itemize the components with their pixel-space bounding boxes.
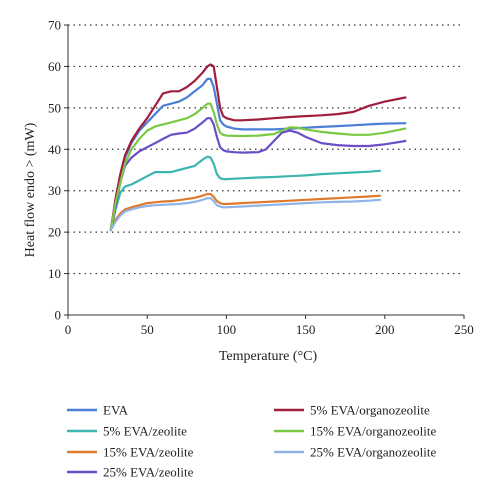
- legend-label-6: 15% EVA/organozeolite: [310, 424, 436, 439]
- legend-label-7: 25% EVA/organozeolite: [310, 445, 436, 460]
- x-tick-labels: 0 50 100 150 200 250: [65, 322, 474, 337]
- series-line-7: [109, 197, 382, 232]
- x-tick-label-3: 150: [296, 322, 316, 337]
- y-tick-label-0: 0: [55, 308, 62, 323]
- series-line-6: [109, 102, 407, 232]
- series-lines: [109, 63, 407, 232]
- x-tick-label-2: 100: [217, 322, 237, 337]
- x-tick-label-5: 250: [454, 322, 474, 337]
- y-tick-labels: 0 10 20 30 40 50 60 70: [48, 18, 61, 323]
- y-tick-label-3: 30: [48, 183, 61, 198]
- series-line-3: [109, 192, 382, 232]
- y-tick-label-1: 10: [48, 266, 61, 281]
- series-line-5: [109, 63, 407, 232]
- y-tick-label-4: 40: [48, 142, 61, 157]
- legend: EVA 5% EVA/zeolite 15% EVA/zeolite 25% EVA/…: [67, 403, 436, 480]
- y-tick-label-2: 20: [48, 225, 61, 240]
- legend-label-5: 5% EVA/organozeolite: [310, 403, 430, 418]
- y-tick-label-5: 50: [48, 100, 61, 115]
- y-tick-label-7: 70: [48, 18, 61, 33]
- x-tick-label-4: 200: [375, 322, 395, 337]
- gridlines: [68, 24, 464, 275]
- x-axis-title: Temperature (°C): [219, 349, 318, 364]
- y-axis-title: Heat flow endo > (mW): [23, 122, 38, 257]
- legend-label-4: 25% EVA/zeolite: [103, 465, 194, 480]
- legend-label-3: 15% EVA/zeolite: [103, 445, 194, 460]
- series-line-4: [109, 117, 407, 232]
- y-tick-label-6: 60: [48, 59, 61, 74]
- x-tick-label-1: 50: [141, 322, 154, 337]
- legend-label-2: 5% EVA/zeolite: [103, 424, 187, 439]
- series-line-1: [109, 77, 407, 232]
- legend-label-1: EVA: [103, 403, 129, 418]
- x-tick-label-0: 0: [65, 322, 72, 337]
- axes: [64, 24, 465, 319]
- series-line-2: [109, 155, 382, 232]
